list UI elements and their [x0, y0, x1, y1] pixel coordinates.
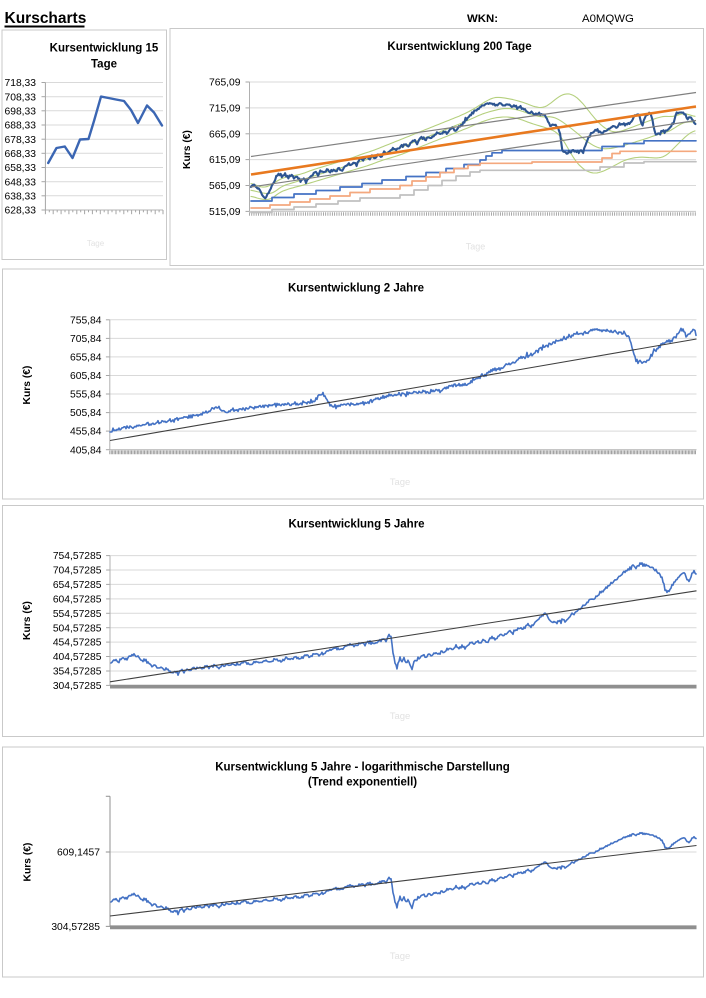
- svg-text:554,57285: 554,57285: [53, 609, 102, 620]
- svg-text:715,09: 715,09: [209, 103, 241, 114]
- svg-text:555,84: 555,84: [70, 390, 102, 401]
- svg-text:454,57285: 454,57285: [53, 638, 102, 649]
- svg-text:765,09: 765,09: [209, 78, 241, 89]
- svg-text:688,33: 688,33: [5, 121, 37, 132]
- svg-text:Tage: Tage: [390, 711, 411, 722]
- svg-text:304,57285: 304,57285: [51, 922, 100, 933]
- svg-text:Kursentwicklung 5 Jahre: Kursentwicklung 5 Jahre: [288, 518, 424, 530]
- svg-text:565,09: 565,09: [209, 181, 241, 192]
- svg-text:505,84: 505,84: [70, 408, 102, 419]
- svg-text:Kurs (€): Kurs (€): [22, 366, 33, 405]
- svg-text:Tage: Tage: [390, 951, 411, 962]
- svg-text:504,57285: 504,57285: [53, 623, 102, 634]
- svg-text:678,33: 678,33: [5, 135, 37, 146]
- svg-text:Kursentwicklung 200 Tage: Kursentwicklung 200 Tage: [387, 41, 531, 53]
- svg-text:638,33: 638,33: [5, 191, 37, 202]
- svg-text:654,57285: 654,57285: [53, 580, 102, 591]
- svg-text:404,57285: 404,57285: [53, 652, 102, 663]
- svg-text:615,09: 615,09: [209, 155, 241, 166]
- svg-text:628,33: 628,33: [5, 206, 37, 217]
- svg-text:655,84: 655,84: [70, 353, 102, 364]
- svg-text:Tage: Tage: [91, 59, 117, 71]
- svg-text:754,57285: 754,57285: [53, 551, 102, 562]
- svg-text:Kursentwicklung 5 Jahre - loga: Kursentwicklung 5 Jahre - logarithmische…: [215, 761, 510, 773]
- svg-text:(Trend exponentiell): (Trend exponentiell): [308, 776, 417, 788]
- svg-text:Tage: Tage: [466, 242, 486, 252]
- svg-text:354,57285: 354,57285: [53, 667, 102, 678]
- svg-text:604,57285: 604,57285: [53, 594, 102, 605]
- svg-text:609,1457: 609,1457: [57, 848, 100, 859]
- svg-text:Kurs (€): Kurs (€): [182, 130, 193, 169]
- svg-text:755,84: 755,84: [70, 315, 102, 326]
- svg-text:668,33: 668,33: [5, 149, 37, 160]
- svg-text:455,84: 455,84: [70, 427, 102, 438]
- svg-text:605,84: 605,84: [70, 371, 102, 382]
- svg-text:648,33: 648,33: [5, 177, 37, 188]
- svg-text:Kurscharts: Kurscharts: [5, 10, 87, 27]
- svg-text:718,33: 718,33: [5, 78, 37, 89]
- svg-text:515,09: 515,09: [209, 207, 241, 218]
- svg-text:Tage: Tage: [87, 239, 105, 248]
- svg-text:405,84: 405,84: [70, 445, 102, 456]
- svg-text:Kursentwicklung 2 Jahre: Kursentwicklung 2 Jahre: [288, 282, 424, 294]
- svg-text:705,84: 705,84: [70, 334, 102, 345]
- svg-text:WKN:: WKN:: [467, 13, 498, 25]
- svg-text:704,57285: 704,57285: [53, 566, 102, 577]
- svg-text:708,33: 708,33: [5, 92, 37, 103]
- svg-text:665,09: 665,09: [209, 129, 241, 140]
- svg-text:A0MQWG: A0MQWG: [582, 13, 634, 25]
- svg-text:Tage: Tage: [390, 477, 411, 488]
- svg-text:Kurs (€): Kurs (€): [23, 843, 34, 882]
- svg-text:698,33: 698,33: [5, 106, 37, 117]
- svg-text:Kurs (€): Kurs (€): [22, 601, 33, 640]
- svg-text:Kursentwicklung 15: Kursentwicklung 15: [50, 43, 159, 55]
- svg-text:304,57285: 304,57285: [53, 681, 102, 692]
- svg-text:658,33: 658,33: [5, 163, 37, 174]
